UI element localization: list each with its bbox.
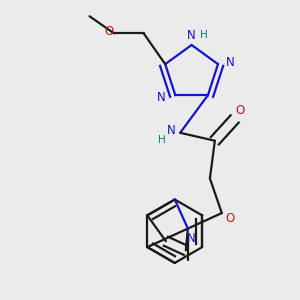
Text: N: N [157, 91, 166, 103]
Text: N: N [226, 56, 234, 69]
Text: O: O [235, 103, 244, 116]
Text: O: O [104, 25, 114, 38]
Text: H: H [200, 30, 207, 40]
Text: N: N [187, 232, 195, 245]
Text: O: O [225, 212, 234, 224]
Text: N: N [187, 28, 196, 42]
Text: N: N [167, 124, 176, 137]
Text: H: H [158, 135, 166, 145]
